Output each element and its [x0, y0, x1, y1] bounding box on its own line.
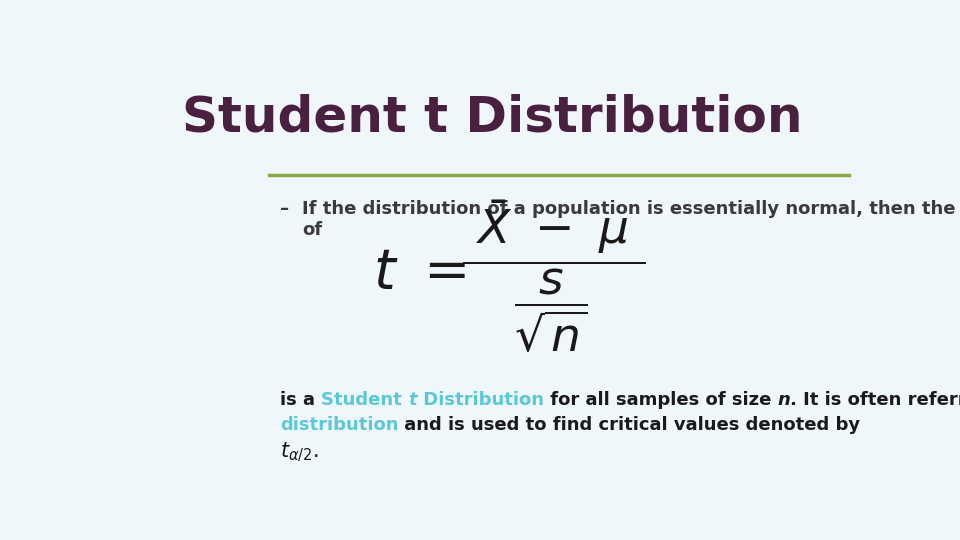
Text: Student t Distribution: Student t Distribution: [181, 94, 803, 142]
Text: Distribution: Distribution: [417, 391, 543, 409]
Text: Student: Student: [322, 391, 408, 409]
Text: If the distribution of a population is essentially normal, then the distribution: If the distribution of a population is e…: [302, 200, 960, 218]
Text: . It is often referred to as a: . It is often referred to as a: [790, 391, 960, 409]
Text: of: of: [302, 221, 323, 239]
Text: t: t: [408, 391, 417, 409]
Text: $\mathit{t}_{\alpha/2}.$: $\mathit{t}_{\alpha/2}.$: [280, 441, 319, 464]
Text: distribution: distribution: [280, 416, 398, 434]
Text: for all samples of size: for all samples of size: [543, 391, 778, 409]
Text: –: –: [280, 200, 289, 218]
Text: $\mathit{t}\ =$: $\mathit{t}\ =$: [372, 246, 467, 300]
Text: $\dfrac{\ \bar{X}\ -\ \mu\ }{\dfrac{s}{\sqrt{n}}}$: $\dfrac{\ \bar{X}\ -\ \mu\ }{\dfrac{s}{\…: [463, 199, 646, 355]
Text: n: n: [778, 391, 790, 409]
Text: and is used to find critical values denoted by: and is used to find critical values deno…: [398, 416, 860, 434]
Text: is a: is a: [280, 391, 322, 409]
